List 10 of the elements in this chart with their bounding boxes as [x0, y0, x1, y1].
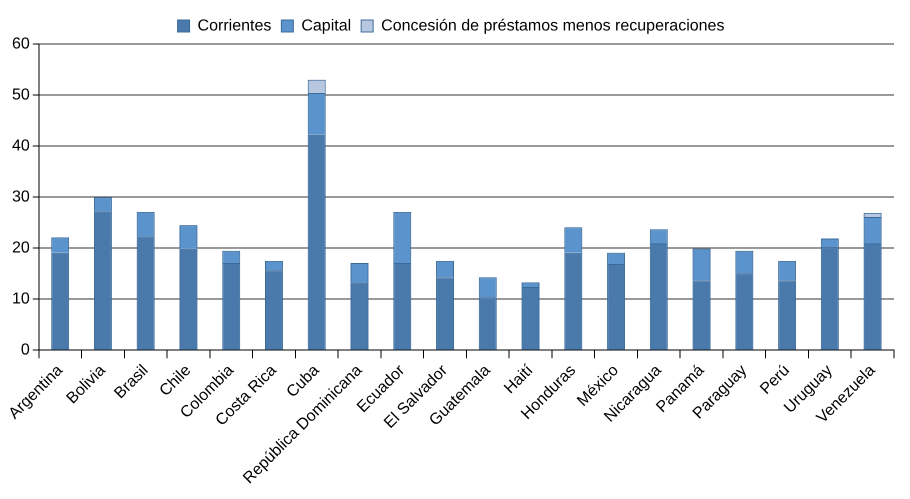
y-tick-label: 40: [12, 137, 30, 154]
y-tick-label: 10: [12, 290, 30, 308]
legend-label: Concesión de préstamos menos recuperaciones: [381, 17, 724, 34]
y-tick-label: 50: [12, 86, 30, 104]
legend-label: Capital: [301, 17, 352, 34]
legend-label: Corrientes: [198, 17, 272, 34]
y-tick-label: 0: [20, 342, 30, 359]
y-tick-label: 30: [12, 188, 30, 206]
y-tick-label: 60: [12, 35, 30, 52]
y-tick-label: 20: [12, 240, 30, 257]
